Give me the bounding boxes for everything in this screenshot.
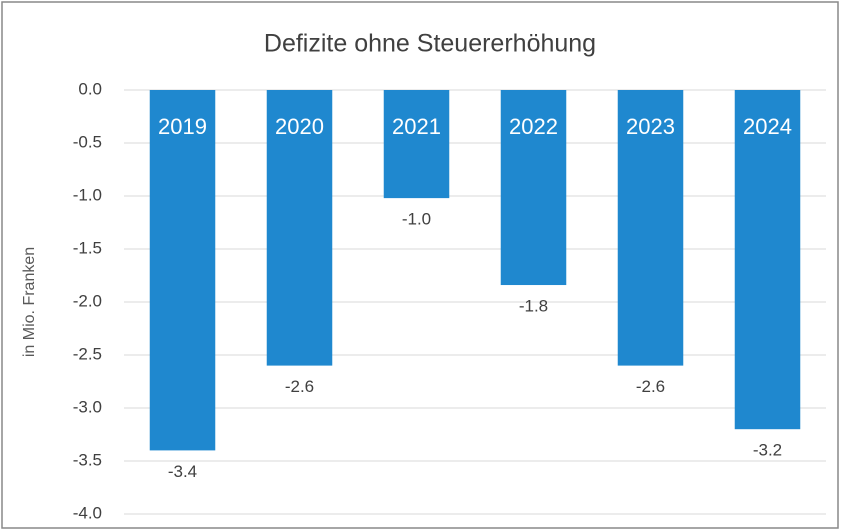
- bar: [149, 90, 216, 451]
- bar: [383, 90, 450, 199]
- data-label: -1.8: [519, 297, 548, 316]
- data-label: -3.4: [168, 462, 197, 481]
- data-label: -3.2: [753, 441, 782, 460]
- bar: [617, 90, 684, 366]
- y-tick-label: -2.0: [73, 291, 102, 310]
- chart-title: Defizite ohne Steuererhöhung: [264, 30, 596, 58]
- category-label: 2022: [509, 114, 558, 139]
- data-label: -1.0: [402, 210, 431, 229]
- bar: [500, 90, 567, 286]
- data-label: -2.6: [636, 377, 665, 396]
- bar: [734, 90, 801, 430]
- y-tick-label: -3.5: [73, 450, 102, 469]
- category-label: 2023: [626, 114, 675, 139]
- category-label: 2024: [743, 114, 792, 139]
- category-label: 2019: [158, 114, 207, 139]
- data-label: -2.6: [285, 377, 314, 396]
- y-tick-label: -0.5: [73, 132, 102, 151]
- y-tick-label: 0.0: [78, 79, 102, 98]
- y-tick-label: -2.5: [73, 344, 102, 363]
- y-tick-label: -3.0: [73, 397, 102, 416]
- y-tick-label: -1.5: [73, 238, 102, 257]
- category-label: 2021: [392, 114, 441, 139]
- y-axis-label: in Mio. Franken: [21, 247, 38, 357]
- category-label: 2020: [275, 114, 324, 139]
- y-tick-label: -1.0: [73, 185, 102, 204]
- y-tick-label: -4.0: [73, 503, 102, 522]
- bar: [266, 90, 333, 366]
